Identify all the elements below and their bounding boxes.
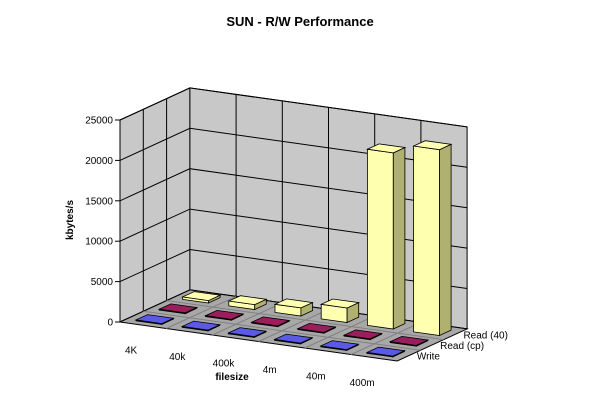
bar-front xyxy=(366,148,394,330)
bar-0-5 xyxy=(412,140,453,337)
floor-gridline xyxy=(258,308,329,342)
bar-top xyxy=(227,295,268,306)
y-axis-title: kbytes/s xyxy=(65,200,76,240)
x-tick-label: 4m xyxy=(263,365,277,376)
x-tick-label: 40m xyxy=(306,371,325,382)
bar-top xyxy=(181,291,222,302)
bar-2-1 xyxy=(180,320,222,332)
y-tick-label: 10000 xyxy=(85,237,113,248)
floor-gridline xyxy=(350,321,422,355)
bar-top xyxy=(412,140,453,151)
bar-top xyxy=(319,298,361,309)
bar-1-1 xyxy=(204,309,245,321)
series-label: Read (40) xyxy=(463,330,507,341)
floor-gridline xyxy=(166,300,444,341)
bar-0-4 xyxy=(365,143,407,330)
floor-gridline xyxy=(143,310,421,351)
bar-0-2 xyxy=(273,298,314,317)
bar-top xyxy=(204,309,245,320)
bar-2-0 xyxy=(134,314,175,326)
x-axis-title: filesize xyxy=(215,372,249,383)
bar-side xyxy=(439,143,452,337)
floor-gridline xyxy=(304,315,375,349)
bar-1-4 xyxy=(342,329,383,341)
chart-labels: 0 5000 10000 15000 20000 25000 4K 40k 400k 4m 40m 4… xyxy=(85,116,508,389)
bar-top xyxy=(226,327,268,338)
bar-1-0 xyxy=(157,303,199,315)
bar-top xyxy=(388,335,430,346)
bar-top xyxy=(296,322,337,333)
bar-2-2 xyxy=(226,327,268,339)
x-tick-label: 400m xyxy=(350,378,375,389)
y-tick-label: 25000 xyxy=(85,116,113,127)
bar-2-4 xyxy=(319,340,360,352)
bar-1-2 xyxy=(250,316,291,328)
bar-top xyxy=(273,333,314,344)
bar-top xyxy=(157,303,199,314)
left-wall xyxy=(119,87,191,323)
bar-0-3 xyxy=(319,298,361,324)
bar-top xyxy=(365,346,406,357)
x-tick-label: 40k xyxy=(169,352,186,363)
series-label: Read (cp) xyxy=(440,341,484,352)
bar-top xyxy=(342,329,383,340)
y-tick-label: 0 xyxy=(107,318,113,329)
bar-2-5 xyxy=(365,346,406,358)
bar-side xyxy=(392,146,406,330)
bar-top xyxy=(365,143,407,154)
x-tick-label: 4K xyxy=(125,345,138,356)
floor-gridline xyxy=(212,302,283,336)
bar-front xyxy=(413,145,440,336)
chart-floor xyxy=(118,289,469,362)
y-tick-label: 15000 xyxy=(85,196,113,207)
bar-top xyxy=(273,298,314,309)
y-tick-label: 5000 xyxy=(91,277,114,288)
chart-bars xyxy=(134,140,453,358)
bar-1-3 xyxy=(296,322,337,334)
bar-1-5 xyxy=(388,335,430,347)
y-tick-label: 20000 xyxy=(85,156,113,167)
bar-top xyxy=(319,340,360,351)
bar-0-1 xyxy=(227,295,268,311)
series-label: Write xyxy=(417,352,441,363)
bar-0-0 xyxy=(181,291,222,304)
bar-2-3 xyxy=(273,333,314,345)
bar-top xyxy=(134,314,175,325)
bar-top xyxy=(180,320,222,331)
bar-top xyxy=(250,316,291,327)
floor-gridline xyxy=(165,295,237,329)
x-tick-label: 400k xyxy=(213,358,236,369)
chart-title: SUN - R/W Performance xyxy=(226,14,373,29)
